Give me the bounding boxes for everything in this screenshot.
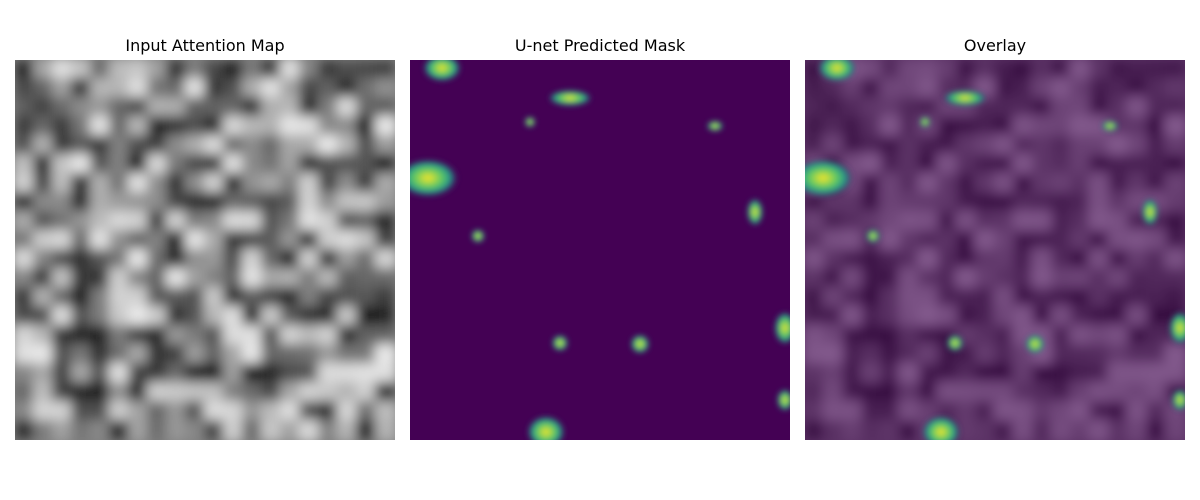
panel-title-mask: U-net Predicted Mask — [514, 36, 686, 55]
overlay-image — [805, 60, 1185, 440]
panel-overlay: Overlay — [805, 0, 1185, 500]
panel-input-attention-map: Input Attention Map — [15, 0, 395, 500]
panel-title-input: Input Attention Map — [125, 36, 285, 55]
predicted-mask-image — [410, 60, 790, 440]
panel-predicted-mask: U-net Predicted Mask — [410, 0, 790, 500]
panel-title-overlay: Overlay — [963, 36, 1027, 55]
attention-map-image — [15, 60, 395, 440]
